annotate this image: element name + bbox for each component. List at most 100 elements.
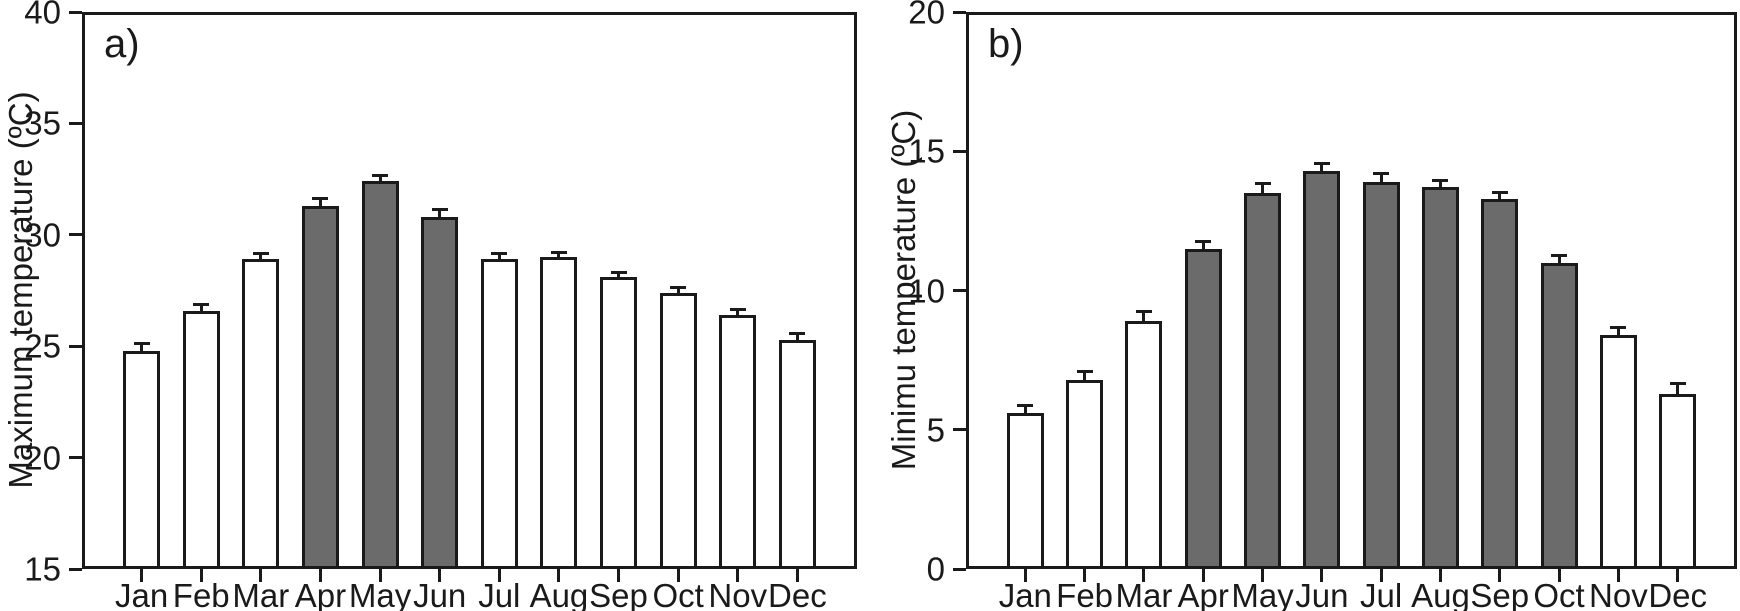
panel-b-x-tick-mark [1320, 569, 1324, 582]
panel-b-error-bar-stem [1142, 312, 1146, 322]
panel-a-error-bar-stem [557, 253, 561, 258]
panel-a-bar-mar [242, 259, 280, 569]
panel-a-y-tick-label: 20 [24, 439, 61, 477]
panel-b-bar-aug [1421, 187, 1459, 569]
panel-a-bar-jun [421, 216, 459, 569]
panel-b-y-tick-mark [953, 428, 966, 432]
panel-a-y-tick-label: 30 [24, 216, 61, 254]
panel-a-x-tick-mark [199, 569, 203, 582]
panel-a-x-tick-mark [617, 569, 621, 582]
panel-a-x-tick-label-jan: Jan [115, 577, 169, 611]
panel-b-x-tick-mark [1023, 569, 1027, 582]
panel-a-error-bar-jun [431, 208, 448, 217]
panel-a-error-bar-oct [670, 286, 687, 293]
panel-a-x-tick-mark [736, 569, 740, 582]
panel-b-bar-may [1244, 193, 1282, 569]
panel-a-error-bar-stem [438, 211, 442, 217]
panel-a-x-tick-label-aug: Aug [529, 577, 589, 611]
panel-b-bar-sep [1481, 198, 1519, 569]
panel-a-error-bar-may [372, 173, 389, 182]
panel-b-bar-nov [1599, 335, 1637, 569]
panel-a-error-bar-stem [617, 273, 621, 278]
panel-a-y-tick-mark [69, 10, 82, 14]
panel-b-bar-jan [1006, 413, 1044, 569]
panel-a-y-axis-title: Maximum temperature (ºC) [2, 91, 39, 489]
panel-b-label: b) [988, 22, 1024, 66]
panel-b-x-tick-label-jan: Jan [998, 577, 1052, 611]
panel-a-error-bar-feb [193, 303, 210, 311]
panel-a-x-tick-label-apr: Apr [294, 577, 347, 611]
panel-a-x-tick-label-oct: Oct [652, 577, 704, 611]
panel-b-y-tick-label: 5 [926, 411, 945, 449]
panel-a-error-bar-stem [259, 254, 263, 260]
panel-a-error-bar-nov [729, 307, 746, 315]
panel-a-error-bar-jul [491, 251, 508, 260]
panel-b-error-bar-nov [1610, 326, 1627, 336]
panel-b-error-bar-oct [1551, 254, 1568, 263]
panel-a-bar-feb [182, 310, 220, 569]
panel-a-x-tick-label-mar: Mar [232, 577, 290, 611]
panel-b-x-tick-mark [1676, 569, 1680, 582]
panel-a-bar-nov [719, 315, 757, 569]
panel-a-bar-may [361, 181, 399, 569]
panel-a-error-bar-stem [140, 345, 144, 351]
panel-a-error-bar-stem [378, 176, 382, 182]
panel-b-x-tick-label-mar: Mar [1115, 577, 1173, 611]
panel-a-y-tick-label: 35 [24, 104, 61, 142]
panel-a-error-bar-stem [497, 254, 501, 260]
panel-b-error-bar-jul [1373, 171, 1390, 182]
panel-b-x-tick-label-apr: Apr [1177, 577, 1229, 611]
panel-b-y-tick-mark [953, 10, 966, 14]
panel-b-error-bar-feb [1076, 369, 1093, 380]
panel-b-y-tick-mark [953, 289, 966, 292]
panel-b-x-tick-mark [1083, 569, 1087, 582]
panel-b-x-tick-label-jul: Jul [1360, 577, 1403, 611]
panel-b-x-tick-mark [1379, 569, 1383, 582]
panel-a-error-bar-apr [312, 197, 329, 206]
panel-a-error-bar-stem [318, 200, 322, 206]
panel-b-x-tick-label-jun: Jun [1295, 577, 1349, 611]
panel-a-x-tick-mark [140, 569, 144, 582]
panel-b-error-bar-mar [1135, 309, 1152, 322]
panel-b-y-tick-label: 15 [908, 132, 945, 170]
panel-a-label: a) [104, 22, 140, 66]
panel-a-error-bar-stem [199, 306, 203, 311]
panel-b-bar-jul [1362, 181, 1400, 569]
panel-a-y-tick-label: 15 [24, 550, 61, 588]
panel-b-y-tick-mark [953, 149, 966, 153]
panel-b-error-bar-apr [1195, 240, 1212, 249]
panel-b-x-tick-label-sep: Sep [1470, 577, 1530, 611]
panel-a-error-bar-stem [795, 335, 799, 340]
panel-b-error-bar-aug [1432, 178, 1449, 188]
panel-b-x-tick-label-feb: Feb [1056, 577, 1114, 611]
panel-a-y-tick-mark [69, 456, 82, 460]
panel-a-y-tick-mark [69, 233, 82, 237]
panel-b-x-tick-mark [1438, 569, 1442, 582]
panel-b-error-bar-jan [1017, 404, 1034, 414]
panel-a-x-tick-mark [378, 569, 382, 582]
panel-b-error-bar-stem [1379, 174, 1383, 182]
panel-a-x-tick-mark [259, 569, 263, 582]
panel-a-x-tick-mark [557, 569, 561, 582]
panel-b-x-tick-mark [1557, 569, 1561, 582]
panel-b-y-tick-label: 20 [908, 0, 945, 31]
panel-a-x-tick-label-nov: Nov [708, 577, 768, 611]
panel-b-bar-oct [1540, 262, 1578, 569]
panel-b-error-bar-stem [1261, 184, 1265, 193]
panel-a-error-bar-dec [789, 332, 806, 340]
panel-b-bar-feb [1066, 379, 1104, 569]
panel-a-bar-dec [778, 339, 816, 569]
panel-a-x-tick-label-jun: Jun [413, 577, 467, 611]
panel-a-y-tick-label: 25 [24, 327, 61, 365]
panel-b-x-tick-label-nov: Nov [1589, 577, 1648, 611]
panel-a-bar-sep [600, 277, 638, 569]
panel-b-x-tick-mark [1142, 569, 1146, 582]
panel-a-error-bar-aug [550, 250, 567, 258]
panel-b-x-tick-label-oct: Oct [1533, 577, 1585, 611]
panel-a-bar-apr [301, 205, 339, 569]
panel-b-error-bar-stem [1083, 372, 1087, 380]
panel-b-x-tick-mark [1261, 569, 1265, 582]
panel-b-x-tick-label-may: May [1231, 577, 1294, 611]
panel-a-error-bar-stem [736, 310, 740, 315]
panel-b-x-tick-label-aug: Aug [1411, 577, 1470, 611]
